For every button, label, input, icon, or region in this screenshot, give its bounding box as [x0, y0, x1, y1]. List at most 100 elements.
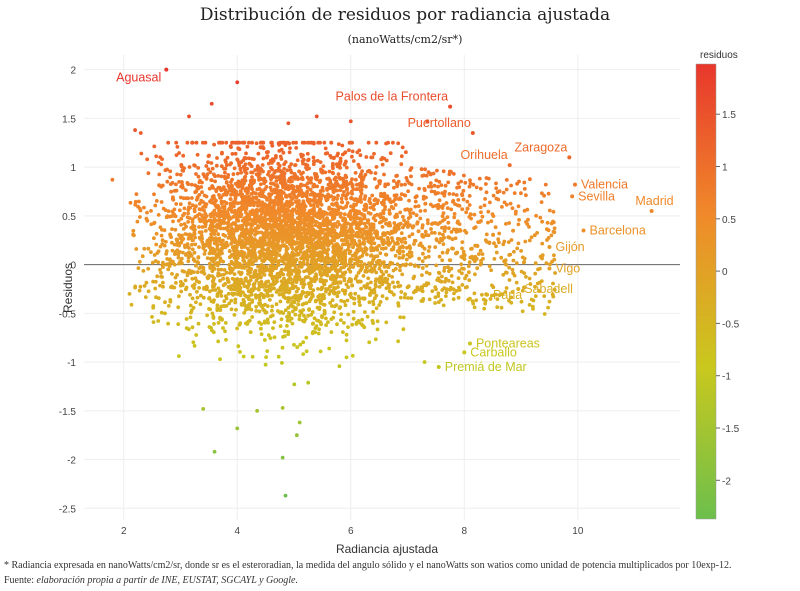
data-point — [480, 252, 485, 256]
data-point — [190, 276, 195, 281]
data-point — [350, 322, 355, 327]
data-point — [507, 278, 512, 282]
data-point — [146, 246, 151, 251]
data-point — [395, 214, 399, 219]
data-point — [358, 227, 362, 232]
data-point — [283, 221, 288, 226]
data-point — [201, 406, 206, 411]
data-point — [176, 241, 181, 246]
data-point — [421, 251, 425, 256]
data-point — [520, 288, 525, 293]
data-point — [367, 286, 372, 291]
y-tick-label: 0 — [70, 261, 76, 272]
data-point — [223, 329, 227, 334]
data-point — [282, 286, 287, 290]
data-point — [177, 151, 182, 155]
data-point — [497, 240, 501, 245]
data-point — [237, 147, 242, 152]
data-point — [387, 289, 392, 294]
data-point — [316, 287, 320, 291]
data-point — [336, 211, 340, 216]
data-point — [235, 326, 240, 331]
data-point — [219, 174, 224, 179]
data-point — [322, 140, 327, 145]
data-point — [344, 205, 348, 209]
data-point — [176, 322, 181, 326]
data-point — [173, 275, 178, 280]
data-point — [287, 193, 292, 197]
data-point — [352, 257, 357, 262]
data-point — [491, 193, 496, 198]
data-point — [224, 180, 229, 184]
data-point — [448, 287, 452, 292]
data-point — [182, 206, 187, 211]
data-point — [352, 301, 357, 306]
data-point — [217, 193, 221, 197]
data-point — [325, 227, 329, 232]
data-point — [275, 242, 279, 247]
data-point — [362, 262, 367, 266]
data-point — [244, 294, 249, 299]
data-point — [398, 210, 403, 215]
y-tick-label: -2.5 — [59, 504, 77, 515]
data-point — [408, 168, 413, 172]
data-point — [478, 186, 483, 191]
data-point — [384, 320, 389, 325]
data-point — [371, 227, 375, 232]
data-point — [264, 355, 268, 359]
data-point — [345, 232, 349, 237]
data-point — [441, 211, 446, 216]
data-point — [398, 295, 403, 300]
data-point — [280, 140, 285, 145]
data-point — [192, 224, 197, 229]
data-point — [166, 321, 171, 326]
data-point — [199, 270, 204, 274]
data-point — [338, 166, 342, 170]
data-point — [298, 223, 302, 228]
data-point — [344, 263, 349, 268]
data-point — [433, 221, 438, 225]
data-point — [305, 211, 310, 216]
data-point — [346, 221, 350, 226]
data-point — [353, 251, 358, 256]
data-point — [506, 240, 511, 245]
data-point — [300, 302, 305, 307]
data-point — [319, 202, 324, 207]
data-point — [272, 335, 277, 340]
data-point — [243, 162, 248, 167]
data-point — [247, 161, 252, 166]
data-point — [271, 206, 276, 211]
data-point — [319, 279, 324, 284]
data-point — [489, 219, 494, 224]
data-point — [199, 230, 204, 235]
data-point — [402, 218, 406, 223]
x-tick-label: 2 — [121, 526, 127, 537]
data-point — [540, 191, 544, 196]
data-point — [281, 218, 286, 223]
data-point — [206, 238, 210, 243]
data-point — [223, 321, 228, 325]
y-axis-label: Residuos — [61, 263, 75, 313]
data-point — [362, 236, 367, 241]
data-point — [294, 146, 299, 150]
data-point — [401, 315, 406, 320]
data-point — [440, 258, 445, 263]
data-point — [524, 193, 528, 198]
data-point — [155, 274, 160, 279]
data-point — [353, 171, 358, 175]
data-point — [395, 249, 400, 254]
data-point — [291, 140, 296, 145]
data-point — [228, 271, 232, 275]
data-point — [187, 268, 192, 273]
data-point — [534, 213, 538, 218]
data-point — [257, 295, 262, 300]
data-point — [230, 140, 234, 145]
data-point — [149, 250, 153, 255]
data-point — [430, 289, 435, 293]
data-point — [350, 183, 355, 187]
data-point — [211, 194, 216, 198]
data-point — [348, 257, 352, 262]
data-point — [294, 433, 299, 438]
data-point — [261, 307, 266, 312]
data-point — [156, 249, 161, 254]
